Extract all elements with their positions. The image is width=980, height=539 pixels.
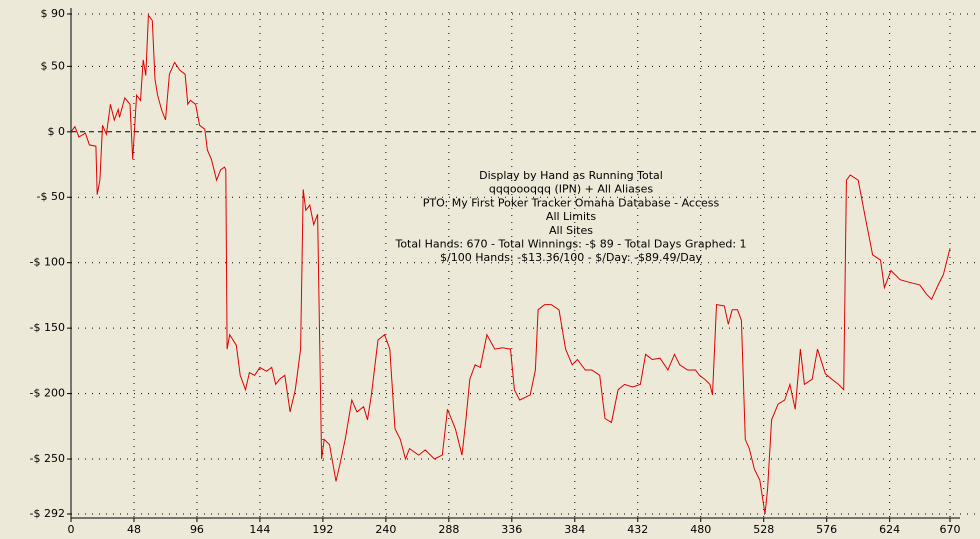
y-tick-label: -$ 100 xyxy=(30,256,65,269)
x-tick-label: 432 xyxy=(627,523,648,536)
x-tick-label: 528 xyxy=(753,523,774,536)
y-tick-label: -$ 150 xyxy=(30,321,65,334)
x-tick-label: 336 xyxy=(501,523,522,536)
y-tick-label: -$ 200 xyxy=(30,387,65,400)
x-tick-label: 192 xyxy=(312,523,333,536)
x-tick-label: 624 xyxy=(879,523,900,536)
annotation: qqqoooqqq (IPN) + All Aliases xyxy=(489,183,653,196)
x-tick-label: 144 xyxy=(249,523,270,536)
annotation: Total Hands: 670 - Total Winnings: -$ 89… xyxy=(394,238,746,251)
y-tick-label: -$ 250 xyxy=(30,452,65,465)
x-tick-label: 480 xyxy=(690,523,711,536)
x-tick-label: 96 xyxy=(190,523,204,536)
y-tick-label: $ 50 xyxy=(41,59,66,72)
y-tick-label: -$ 50 xyxy=(37,190,65,203)
y-tick-label: $ 90 xyxy=(41,7,66,20)
x-tick-label: 576 xyxy=(816,523,837,536)
annotation: All Limits xyxy=(546,210,596,223)
annotation: Display by Hand as Running Total xyxy=(479,169,663,182)
x-tick-label: 0 xyxy=(68,523,75,536)
x-tick-label: 48 xyxy=(127,523,141,536)
running-total-line xyxy=(70,13,951,515)
y-tick-label: $ 0 xyxy=(48,125,66,138)
x-tick-label: 670 xyxy=(940,523,961,536)
x-tick-label: 240 xyxy=(375,523,396,536)
x-tick-label: 384 xyxy=(564,523,585,536)
annotation: PTO: My First Poker Tracker Omaha Databa… xyxy=(423,196,720,209)
y-tick-label: -$ 292 xyxy=(30,507,65,520)
annotation: $/100 Hands: -$13.36/100 - $/Day: -$89.4… xyxy=(440,251,702,264)
annotation: All Sites xyxy=(549,224,593,237)
x-tick-label: 288 xyxy=(438,523,459,536)
